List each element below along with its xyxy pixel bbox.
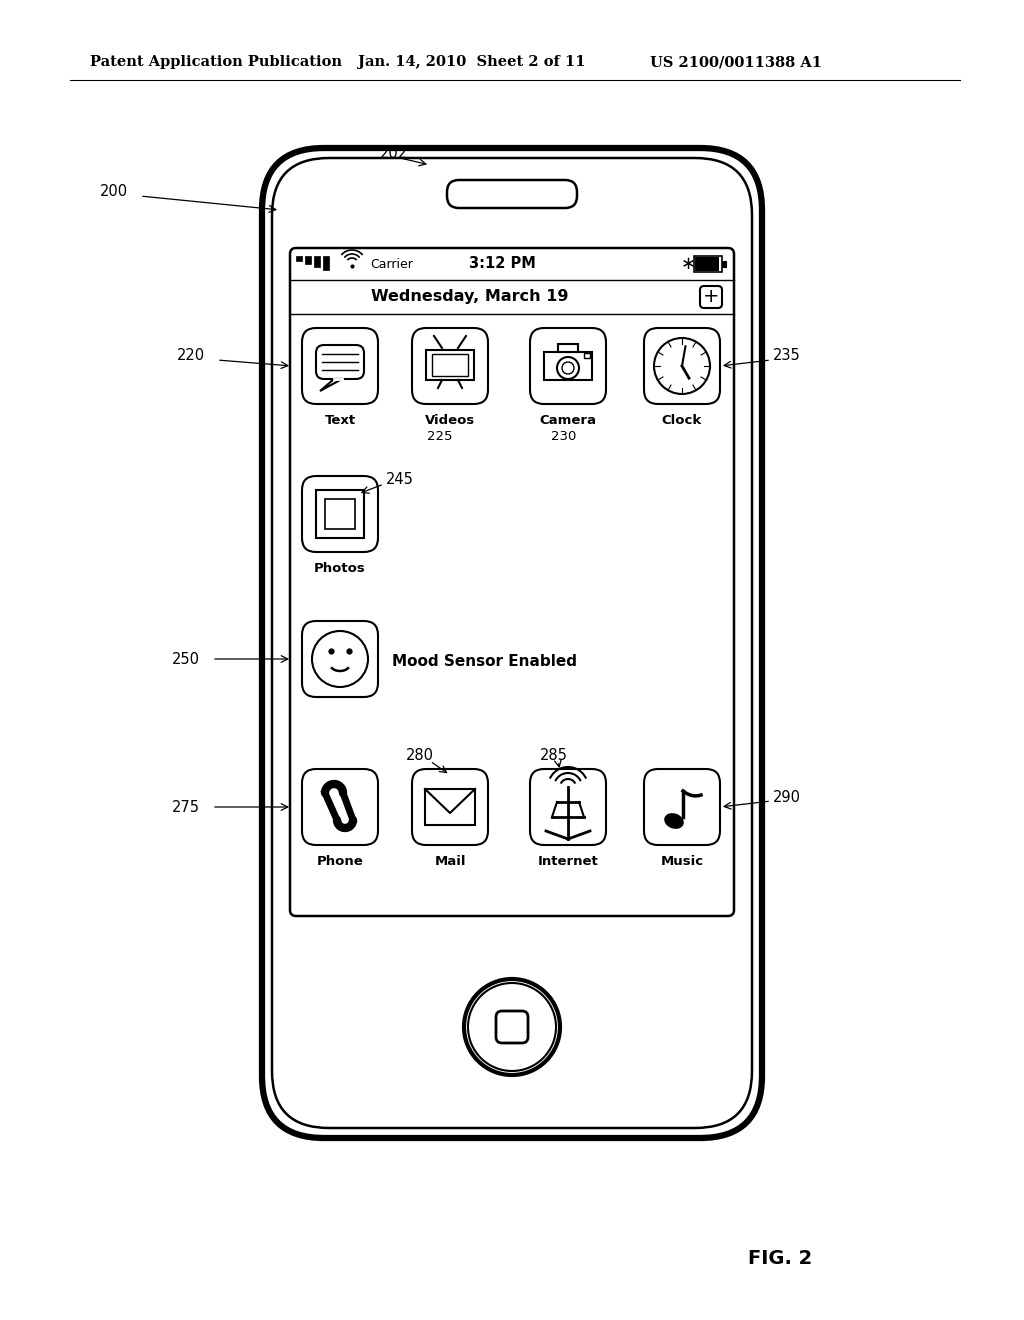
Bar — [544, 352, 592, 380]
Text: Mood Sensor Enabled: Mood Sensor Enabled — [392, 655, 577, 669]
Text: Carrier: Carrier — [370, 257, 413, 271]
Circle shape — [312, 631, 368, 686]
Text: Mail: Mail — [434, 855, 466, 869]
FancyBboxPatch shape — [530, 770, 606, 845]
Bar — [432, 354, 468, 376]
Text: 245: 245 — [386, 471, 414, 487]
Circle shape — [654, 338, 710, 393]
Text: Jan. 14, 2010  Sheet 2 of 11: Jan. 14, 2010 Sheet 2 of 11 — [358, 55, 586, 69]
Bar — [695, 257, 719, 271]
Text: 3:12 PM: 3:12 PM — [469, 256, 536, 272]
Bar — [314, 256, 319, 267]
Text: Internet: Internet — [538, 855, 598, 869]
Text: Text: Text — [325, 414, 355, 426]
FancyBboxPatch shape — [644, 770, 720, 845]
Bar — [558, 345, 578, 352]
Text: 250: 250 — [172, 652, 200, 667]
Text: 202: 202 — [380, 145, 409, 161]
FancyBboxPatch shape — [412, 327, 488, 404]
Text: 285: 285 — [540, 747, 568, 763]
Text: 225: 225 — [427, 430, 453, 444]
FancyBboxPatch shape — [530, 327, 606, 404]
FancyBboxPatch shape — [316, 345, 364, 379]
Bar — [425, 789, 475, 825]
Text: Wednesday, March 19: Wednesday, March 19 — [372, 289, 568, 305]
FancyBboxPatch shape — [302, 477, 378, 552]
FancyBboxPatch shape — [272, 158, 752, 1129]
Bar — [316, 490, 364, 539]
Text: 275: 275 — [172, 800, 200, 814]
FancyBboxPatch shape — [302, 620, 378, 697]
Text: Phone: Phone — [316, 855, 364, 869]
FancyBboxPatch shape — [302, 327, 378, 404]
Text: 280: 280 — [406, 747, 434, 763]
FancyBboxPatch shape — [290, 248, 734, 916]
Text: 235: 235 — [773, 348, 801, 363]
Bar — [325, 499, 355, 529]
Circle shape — [464, 979, 560, 1074]
Text: 230: 230 — [551, 430, 577, 444]
Text: Music: Music — [660, 855, 703, 869]
FancyBboxPatch shape — [496, 1011, 528, 1043]
Text: Patent Application Publication: Patent Application Publication — [90, 55, 342, 69]
FancyBboxPatch shape — [644, 327, 720, 404]
Circle shape — [468, 983, 556, 1071]
Polygon shape — [319, 379, 342, 391]
Bar — [584, 352, 590, 358]
FancyBboxPatch shape — [262, 148, 762, 1138]
Circle shape — [557, 356, 579, 379]
Bar — [305, 256, 311, 264]
Text: 290: 290 — [773, 789, 801, 804]
FancyBboxPatch shape — [700, 286, 722, 308]
Text: 200: 200 — [100, 185, 128, 199]
Ellipse shape — [666, 814, 683, 828]
Text: Photos: Photos — [314, 562, 366, 576]
Bar — [722, 261, 726, 267]
Text: ∗: ∗ — [680, 255, 695, 273]
Bar — [296, 256, 302, 261]
Text: Videos: Videos — [425, 414, 475, 426]
Text: US 2100/0011388 A1: US 2100/0011388 A1 — [650, 55, 822, 69]
Circle shape — [562, 362, 574, 374]
Bar — [426, 350, 474, 380]
Text: Camera: Camera — [540, 414, 597, 426]
Bar — [694, 256, 722, 272]
Text: Clock: Clock — [662, 414, 702, 426]
Text: FIG. 2: FIG. 2 — [748, 1249, 812, 1267]
FancyBboxPatch shape — [302, 770, 378, 845]
FancyBboxPatch shape — [412, 770, 488, 845]
Bar — [323, 256, 329, 271]
FancyBboxPatch shape — [447, 180, 577, 209]
Text: 220: 220 — [177, 348, 205, 363]
Text: +: + — [702, 288, 719, 306]
